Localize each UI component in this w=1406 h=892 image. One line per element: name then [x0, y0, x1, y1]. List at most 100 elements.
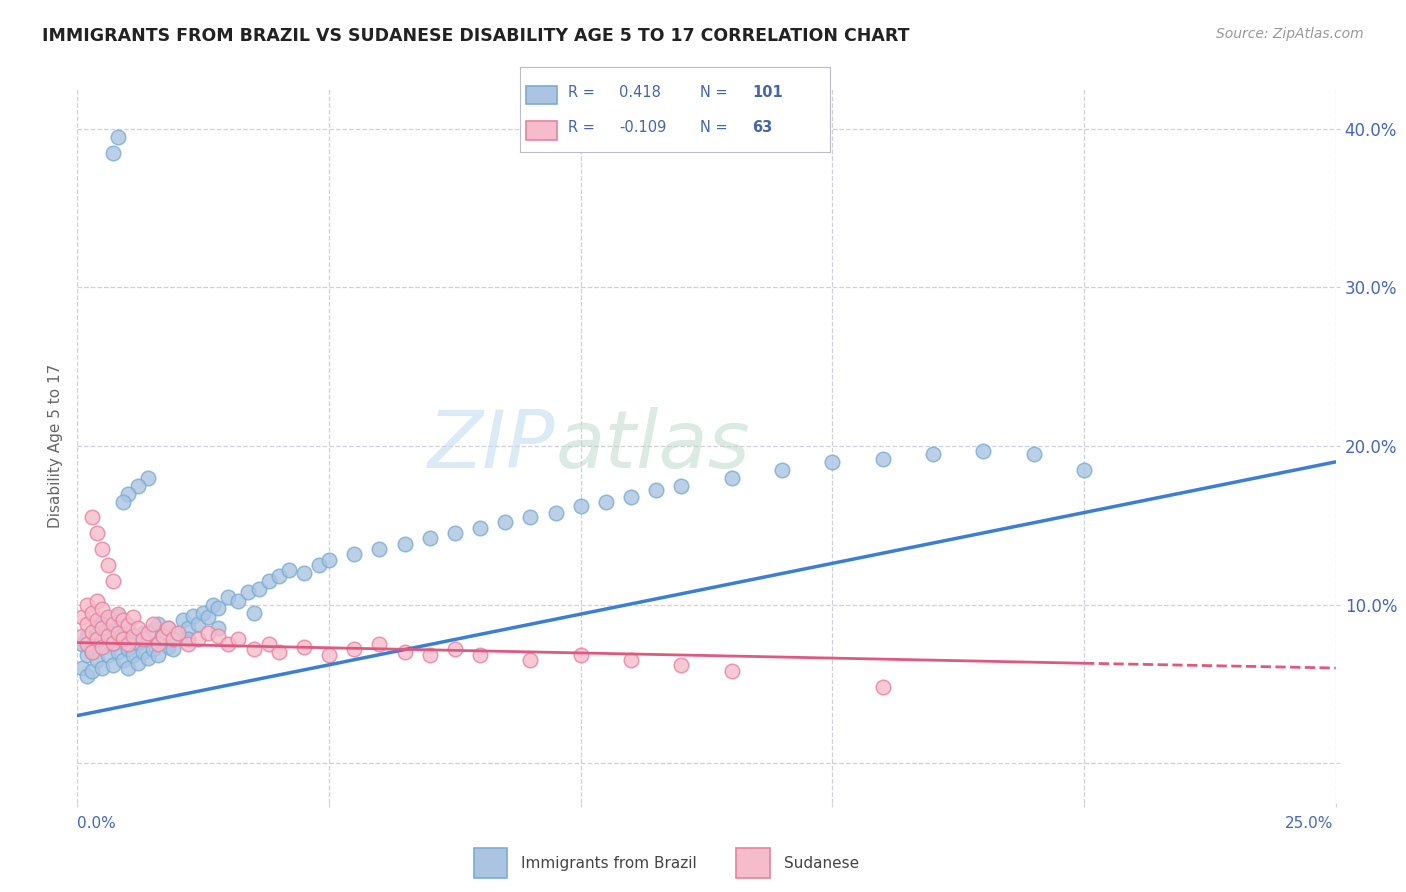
Point	[343, 547, 366, 561]
Point	[242, 606, 264, 620]
Bar	[474, 848, 508, 878]
Point	[142, 616, 165, 631]
Point	[207, 621, 229, 635]
Point	[872, 451, 894, 466]
Point	[127, 657, 149, 671]
Point	[671, 657, 693, 672]
Point	[82, 645, 104, 659]
Point	[101, 657, 124, 672]
Point	[91, 621, 114, 635]
Point	[569, 500, 592, 514]
Point	[318, 648, 340, 663]
Point	[72, 637, 94, 651]
Point	[82, 626, 104, 640]
Text: atlas: atlas	[555, 407, 751, 485]
Point	[720, 471, 742, 485]
Point	[96, 614, 118, 628]
Point	[117, 486, 139, 500]
Point	[217, 590, 239, 604]
Point	[127, 635, 149, 649]
Point	[111, 632, 134, 647]
Point	[117, 637, 139, 651]
Point	[187, 616, 209, 631]
Point	[107, 608, 129, 623]
Point	[86, 634, 108, 648]
Point	[121, 648, 143, 663]
Bar	[526, 86, 557, 104]
Point	[308, 558, 330, 572]
Point	[156, 621, 179, 635]
Point	[645, 483, 668, 498]
Point	[167, 626, 190, 640]
Text: IMMIGRANTS FROM BRAZIL VS SUDANESE DISABILITY AGE 5 TO 17 CORRELATION CHART: IMMIGRANTS FROM BRAZIL VS SUDANESE DISAB…	[42, 27, 910, 45]
Point	[720, 664, 742, 678]
Text: 25.0%: 25.0%	[1285, 816, 1333, 831]
Point	[394, 645, 416, 659]
Point	[101, 618, 124, 632]
Text: 0.418: 0.418	[619, 85, 661, 100]
Point	[162, 632, 184, 647]
Point	[136, 651, 159, 665]
Point	[86, 621, 108, 635]
Point	[86, 594, 108, 608]
Text: 63: 63	[752, 120, 772, 136]
Point	[242, 642, 264, 657]
Point	[770, 463, 793, 477]
Point	[162, 632, 184, 647]
Point	[142, 642, 165, 657]
Text: Immigrants from Brazil: Immigrants from Brazil	[522, 855, 697, 871]
Point	[91, 616, 114, 631]
Point	[172, 614, 194, 628]
Point	[872, 680, 894, 694]
Text: N =: N =	[700, 85, 727, 100]
Point	[267, 569, 290, 583]
Point	[82, 664, 104, 678]
Point	[96, 629, 118, 643]
Point	[136, 632, 159, 647]
Point	[368, 637, 391, 651]
Point	[96, 648, 118, 663]
Point	[101, 637, 124, 651]
Point	[247, 582, 270, 596]
Point	[121, 610, 143, 624]
Point	[187, 632, 209, 647]
Point	[82, 510, 104, 524]
Point	[91, 640, 114, 655]
Point	[167, 626, 190, 640]
Bar	[526, 121, 557, 140]
Point	[202, 598, 225, 612]
Point	[111, 614, 134, 628]
Point	[544, 506, 567, 520]
Point	[111, 653, 134, 667]
Point	[972, 443, 994, 458]
Point	[1073, 463, 1095, 477]
Point	[107, 607, 129, 621]
Point	[76, 598, 98, 612]
Point	[82, 626, 104, 640]
Point	[136, 471, 159, 485]
Point	[922, 447, 945, 461]
Point	[318, 553, 340, 567]
Point	[111, 494, 134, 508]
Text: Source: ZipAtlas.com: Source: ZipAtlas.com	[1216, 27, 1364, 41]
Point	[107, 645, 129, 659]
Point	[132, 626, 155, 640]
Point	[91, 621, 114, 635]
Point	[142, 623, 165, 637]
Point	[96, 610, 118, 624]
Point	[156, 640, 179, 655]
Point	[82, 624, 104, 639]
Point	[146, 616, 169, 631]
Point	[86, 616, 108, 631]
Point	[152, 629, 174, 643]
Point	[394, 537, 416, 551]
Point	[82, 606, 104, 620]
Point	[177, 632, 200, 647]
Point	[468, 521, 491, 535]
Point	[86, 614, 108, 628]
Point	[146, 635, 169, 649]
Point	[91, 661, 114, 675]
Point	[152, 629, 174, 643]
Point	[277, 563, 299, 577]
Point	[620, 653, 643, 667]
